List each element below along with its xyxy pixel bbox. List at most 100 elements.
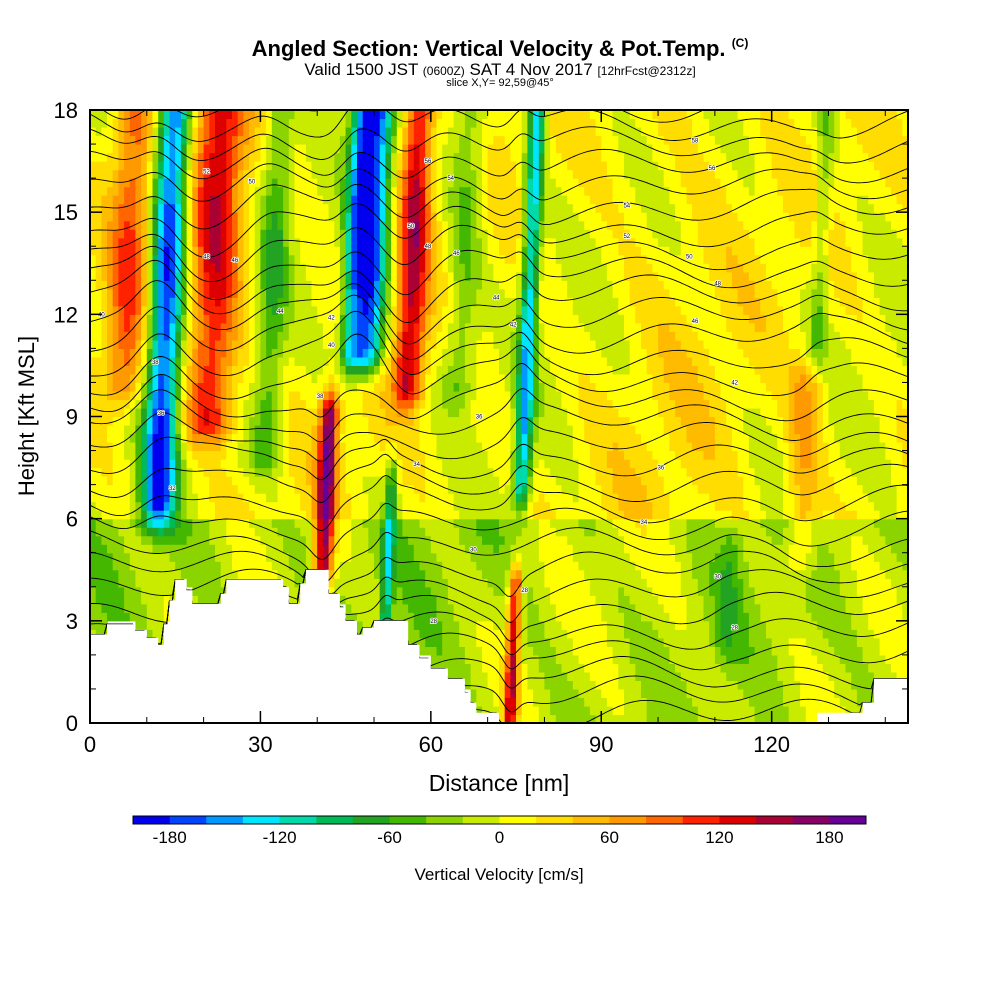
velocity-cell — [226, 544, 233, 554]
velocity-cell — [396, 416, 404, 426]
velocity-cell — [107, 595, 114, 605]
velocity-cell — [362, 118, 369, 128]
velocity-cell — [499, 501, 506, 511]
velocity-cell — [197, 331, 205, 341]
velocity-cell — [362, 365, 369, 375]
velocity-cell — [288, 263, 296, 273]
velocity-cell — [334, 569, 341, 579]
velocity-cell — [408, 297, 415, 307]
velocity-cell — [464, 450, 472, 460]
velocity-cell — [362, 450, 369, 460]
velocity-cell — [169, 152, 176, 162]
velocity-cell — [379, 110, 386, 120]
velocity-cell — [482, 110, 489, 120]
velocity-cell — [271, 263, 279, 273]
velocity-cell — [499, 476, 506, 486]
velocity-cell — [385, 356, 392, 366]
velocity-cell — [374, 459, 381, 469]
velocity-cell — [357, 501, 364, 511]
velocity-cell — [430, 203, 438, 213]
velocity-cell — [305, 391, 313, 401]
velocity-cell — [510, 203, 517, 213]
velocity-cell — [470, 603, 477, 613]
velocity-cell — [470, 220, 477, 230]
velocity-cell — [459, 578, 466, 588]
velocity-cell — [464, 110, 472, 120]
velocity-cell — [459, 186, 466, 196]
velocity-cell — [470, 127, 477, 137]
velocity-cell — [510, 459, 517, 469]
velocity-cell — [288, 399, 296, 409]
velocity-cell — [266, 484, 273, 494]
velocity-cell — [209, 280, 216, 290]
velocity-cell — [538, 637, 546, 647]
velocity-cell — [203, 237, 210, 247]
velocity-cell — [339, 552, 347, 562]
velocity-cell — [504, 305, 511, 315]
velocity-cell — [510, 408, 517, 418]
velocity-cell — [538, 331, 546, 341]
velocity-cell — [357, 586, 364, 596]
velocity-cell — [487, 271, 494, 281]
velocity-cell — [430, 271, 438, 281]
velocity-cell — [459, 144, 466, 154]
velocity-cell — [186, 322, 193, 332]
velocity-cell — [311, 425, 318, 435]
velocity-cell — [300, 433, 307, 443]
velocity-cell — [419, 433, 426, 443]
velocity-cell — [271, 476, 279, 486]
velocity-cell — [408, 271, 415, 281]
velocity-cell — [141, 178, 148, 188]
velocity-cell — [283, 535, 290, 545]
velocity-cell — [209, 569, 216, 579]
velocity-cell — [209, 518, 216, 528]
velocity-cell — [271, 535, 279, 545]
velocity-cell — [459, 152, 466, 162]
velocity-cell — [186, 399, 193, 409]
velocity-cell — [430, 280, 438, 290]
velocity-cell — [408, 620, 415, 630]
velocity-cell — [169, 373, 176, 383]
velocity-cell — [476, 467, 483, 477]
velocity-cell — [391, 408, 398, 418]
velocity-cell — [419, 501, 426, 511]
velocity-cell — [180, 467, 188, 477]
velocity-cell — [510, 382, 517, 392]
velocity-cell — [129, 271, 137, 281]
velocity-cell — [351, 271, 358, 281]
velocity-cell — [317, 561, 324, 571]
velocity-cell — [266, 118, 273, 128]
velocity-cell — [300, 510, 307, 520]
velocity-cell — [169, 425, 176, 435]
velocity-cell — [430, 152, 438, 162]
velocity-cell — [192, 288, 199, 298]
velocity-cell — [152, 178, 159, 188]
velocity-cell — [322, 476, 330, 486]
velocity-cell — [169, 433, 176, 443]
velocity-cell — [510, 331, 517, 341]
velocity-cell — [169, 169, 176, 179]
velocity-cell — [476, 263, 483, 273]
velocity-cell — [197, 271, 205, 281]
velocity-cell — [493, 178, 500, 188]
velocity-cell — [322, 493, 330, 503]
velocity-cell — [288, 161, 296, 171]
velocity-cell — [101, 416, 108, 426]
velocity-cell — [180, 527, 188, 537]
velocity-cell — [464, 152, 472, 162]
velocity-cell — [339, 237, 347, 247]
velocity-cell — [464, 305, 472, 315]
velocity-cell — [146, 450, 154, 460]
velocity-cell — [283, 271, 290, 281]
velocity-cell — [237, 110, 244, 120]
velocity-cell — [209, 442, 216, 452]
velocity-cell — [470, 493, 477, 503]
velocity-cell — [152, 220, 159, 230]
velocity-cell — [527, 263, 534, 273]
velocity-cell — [186, 433, 193, 443]
velocity-cell — [328, 161, 335, 171]
velocity-cell — [544, 271, 551, 281]
velocity-cell — [203, 552, 210, 562]
velocity-cell — [493, 263, 500, 273]
velocity-cell — [180, 161, 188, 171]
